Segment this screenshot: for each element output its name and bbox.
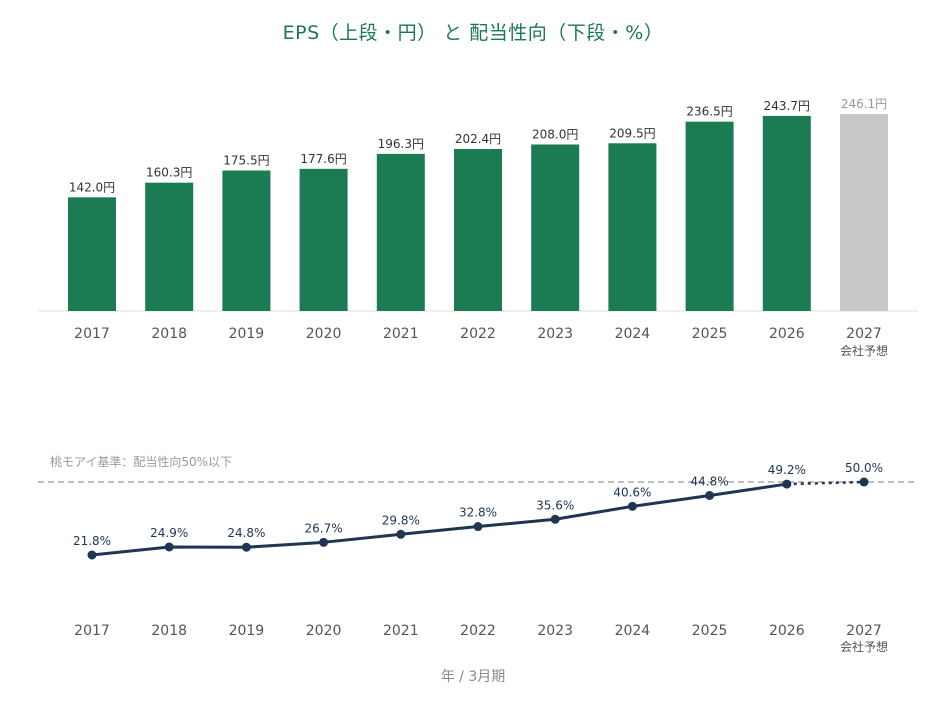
bar-value-label: 202.4円 (455, 132, 501, 146)
bar-value-label: 243.7円 (764, 99, 810, 113)
bar-2024 (608, 143, 657, 311)
bar-value-label: 236.5円 (686, 105, 732, 119)
bar-2026 (762, 115, 811, 311)
x-tick-label: 2018 (151, 326, 187, 342)
x-tick-label: 2017 (74, 623, 110, 639)
bar-2019 (222, 170, 271, 311)
x-tick-label: 2022 (460, 326, 496, 342)
point-value-label: 40.6% (613, 485, 651, 499)
point-2017 (87, 550, 97, 560)
x-tick-label: 2023 (537, 326, 573, 342)
chart-title: EPS（上段・円） と 配当性向（下段・%） (282, 22, 664, 44)
x-tick-label: 2024 (615, 623, 651, 639)
point-value-label: 21.8% (73, 534, 111, 548)
point-value-label: 32.8% (459, 506, 497, 520)
x-tick-label: 2021 (383, 623, 419, 639)
bar-value-label: 246.1円 (841, 97, 887, 111)
bar-2023 (531, 144, 580, 311)
x-tick-label: 2018 (151, 623, 187, 639)
point-2024 (627, 501, 637, 511)
x-tick-label: 2026 (769, 623, 805, 639)
point-2027 (859, 477, 869, 487)
x-tick-label: 2020 (306, 623, 342, 639)
bar-value-label: 175.5円 (223, 154, 269, 168)
point-2026 (782, 479, 792, 489)
point-2023 (550, 514, 560, 524)
payout-series-line (91, 482, 788, 557)
bar-2018 (145, 182, 194, 311)
point-2021 (396, 529, 406, 539)
x-tick-label: 2021 (383, 326, 419, 342)
bar-value-label: 177.6円 (300, 152, 346, 166)
bar-2022 (454, 148, 502, 311)
bar-value-label: 208.0円 (532, 127, 578, 141)
point-value-label: 35.6% (536, 498, 574, 512)
point-2022 (473, 522, 483, 532)
bar-2017 (68, 197, 116, 311)
x-tick-sublabel: 会社予想 (840, 343, 888, 358)
x-tick-label: 2024 (615, 326, 651, 342)
point-2019 (241, 542, 251, 552)
bar-value-label: 196.3円 (378, 137, 424, 151)
point-2025 (705, 490, 715, 500)
reference-line-label: 桃モアイ基準：配当性向50%以下 (50, 454, 232, 469)
x-tick-label: 2027 (846, 326, 882, 342)
x-tick-sublabel: 会社予想 (840, 639, 888, 654)
x-tick-label: 2026 (769, 326, 805, 342)
x-tick-label: 2025 (692, 623, 728, 639)
bar-2020 (299, 168, 348, 311)
x-tick-label: 2017 (74, 326, 110, 342)
eps-bar-chart: 142.0円 2017 160.3円 2018 175.5円 2019 177.6円 2020… (38, 97, 918, 358)
point-value-label: 50.0% (845, 461, 883, 475)
bar-2025 (685, 121, 734, 311)
point-value-label: 49.2% (768, 463, 806, 477)
point-value-label: 24.8% (227, 526, 265, 540)
bar-value-label: 160.3円 (146, 166, 192, 180)
point-value-label: 26.7% (305, 521, 343, 535)
x-tick-label: 2025 (692, 326, 728, 342)
point-value-label: 29.8% (382, 513, 420, 527)
x-tick-label: 2023 (537, 623, 573, 639)
point-2018 (164, 542, 174, 552)
x-tick-label: 2022 (460, 623, 496, 639)
bar-2021 (376, 153, 425, 311)
x-tick-label: 2020 (306, 326, 342, 342)
x-tick-label: 2027 (846, 623, 882, 639)
x-axis-unit-label: 年 / 3月期 (440, 669, 506, 685)
point-2020 (319, 537, 329, 547)
bar-value-label: 209.5円 (609, 126, 655, 140)
x-tick-label: 2019 (229, 623, 265, 639)
point-value-label: 24.9% (150, 526, 188, 540)
bar-value-label: 142.0円 (69, 180, 115, 194)
x-tick-label: 2019 (229, 326, 265, 342)
point-value-label: 44.8% (691, 474, 729, 488)
payout-ratio-line-chart: 桃モアイ基準：配当性向50%以下 21.8% 2017 24.9% 2018 24.8% 2… (38, 454, 918, 654)
forecast-bar-2027 (840, 114, 888, 311)
forecast-series-line (786, 480, 865, 486)
